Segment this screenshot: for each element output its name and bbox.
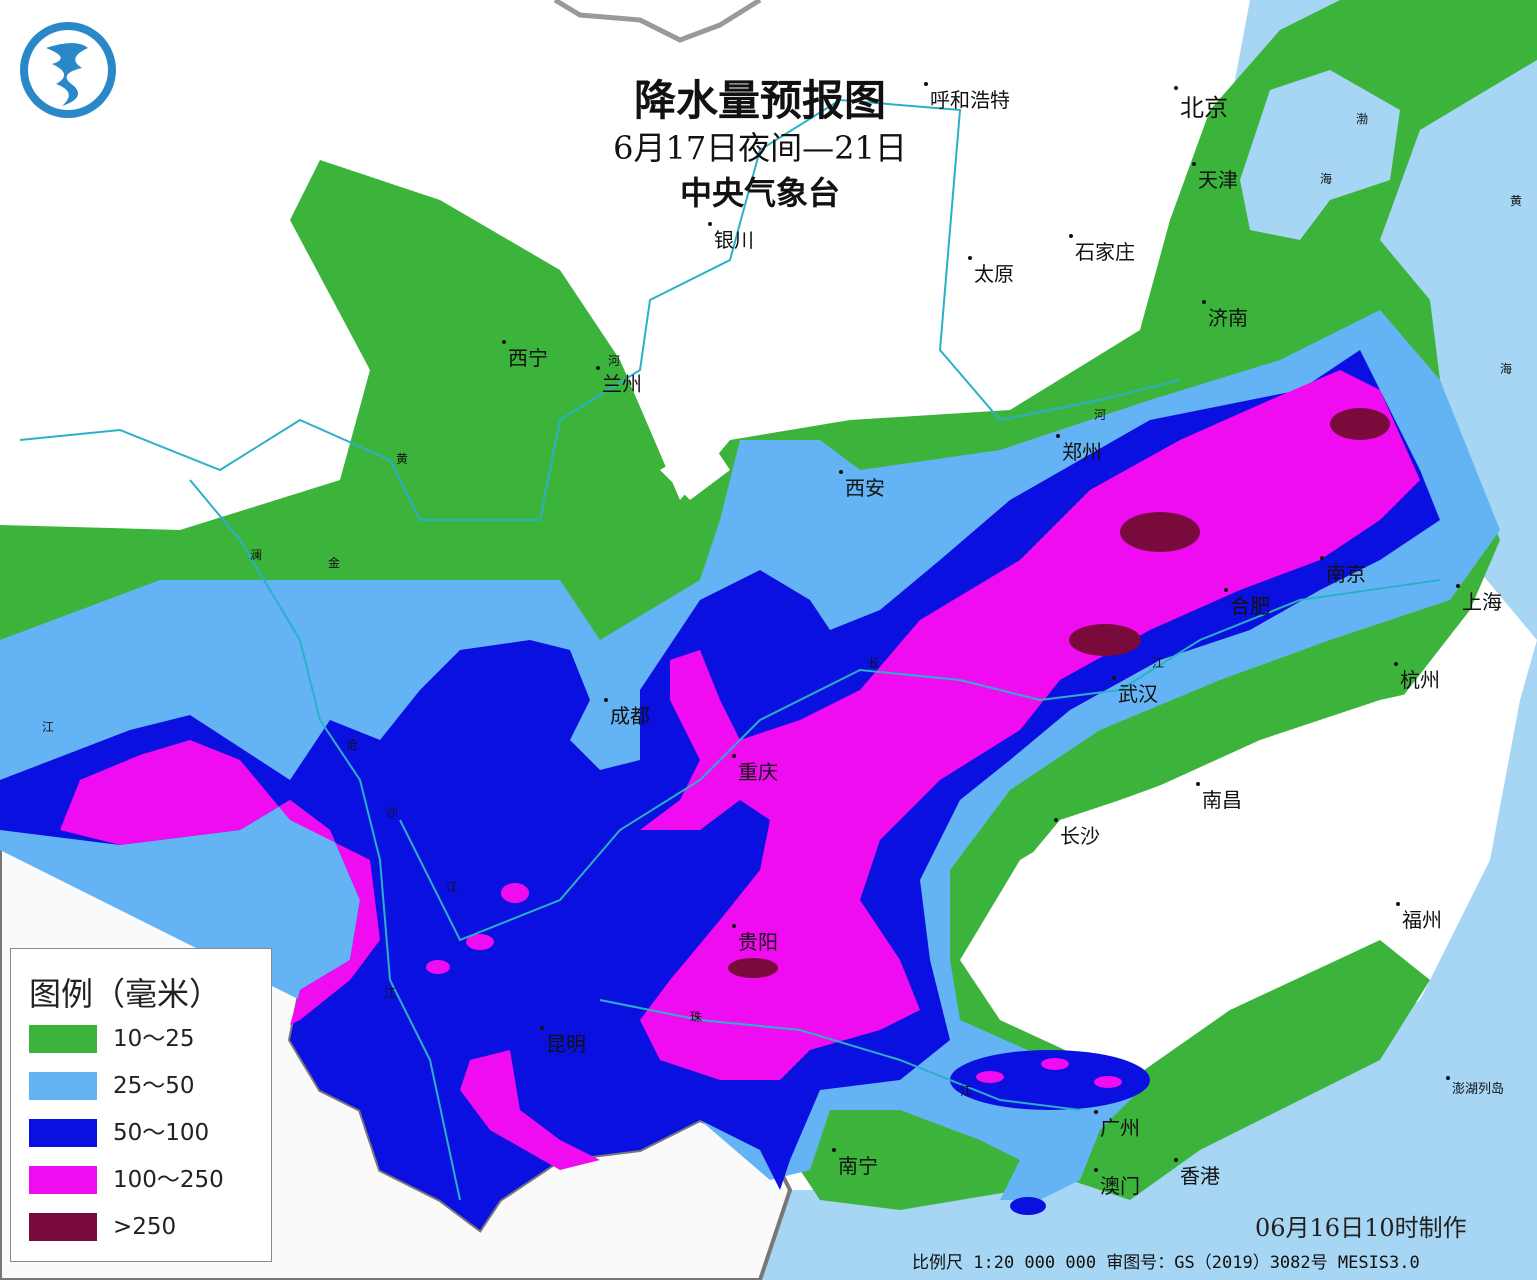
bohai <box>1240 70 1400 240</box>
zone-gt250 <box>1069 624 1141 656</box>
city-label: 北京 <box>1174 86 1228 123</box>
city-label: 武汉 <box>1112 676 1158 707</box>
zone-gt250 <box>728 958 778 978</box>
river-label: 沧 <box>346 738 359 752</box>
river-label: 河 <box>1094 408 1107 422</box>
sea-label: 海 <box>1320 172 1333 186</box>
legend-label: >250 <box>113 1214 177 1240</box>
river-label: 沙 <box>386 806 399 820</box>
rivers <box>19 98 1441 1201</box>
scale-and-approval: 比例尺 1:20 000 000 审图号：GS（2019）3082号 MESIS… <box>912 1253 1420 1273</box>
legend-label: 100～250 <box>113 1167 224 1193</box>
zone-100-250-spot <box>1041 1058 1069 1070</box>
zone-100-250 <box>60 370 1420 1170</box>
zone-100-250-spot <box>426 960 450 974</box>
legend-label: 25～50 <box>113 1073 195 1099</box>
river-label: 江 <box>384 986 397 1000</box>
city-label: 南昌 <box>1196 782 1242 813</box>
legend: 图例（毫米） 10～25 25～50 50～100 100～250 >250 <box>10 948 272 1262</box>
river-label: 澜 <box>250 548 263 562</box>
forecast-period: 6月17日夜间—21日 <box>613 129 907 167</box>
legend-label: 10～25 <box>113 1026 195 1052</box>
city-label: 澎湖列岛 <box>1445 1076 1504 1097</box>
city-label: 郑州 <box>1056 434 1102 465</box>
city-label: 合肥 <box>1224 588 1270 619</box>
river-label: 江 <box>42 720 55 734</box>
zone-100-250-spot <box>976 1071 1004 1083</box>
issuer: 中央气象台 <box>679 174 840 212</box>
city-label: 成都 <box>604 698 650 729</box>
river-label: 江 <box>446 880 459 894</box>
river-label: 黄 <box>396 452 409 466</box>
map-title-block: 降水量预报图 6月17日夜间—21日 中央气象台 <box>560 76 960 216</box>
city-label: 南宁 <box>832 1148 878 1179</box>
zone-50-100-coast <box>1010 1197 1046 1215</box>
city-label: 杭州 <box>1394 662 1440 693</box>
sea-label: 渤 <box>1356 112 1369 126</box>
river-label: 江 <box>960 1084 973 1098</box>
legend-item: 100～250 <box>29 1166 269 1196</box>
city-label: 西宁 <box>502 340 548 371</box>
legend-swatch <box>29 1213 97 1241</box>
legend-title: 图例（毫米） <box>29 975 222 1013</box>
city-label: 太原 <box>968 256 1014 287</box>
river-label: 河 <box>608 354 621 368</box>
legend-item: >250 <box>29 1213 269 1243</box>
no-rain-southeast <box>1010 680 1510 990</box>
city-label: 兰州 <box>596 366 642 397</box>
sea <box>760 0 1537 1280</box>
city-label: 济南 <box>1202 300 1248 331</box>
city-label: 广州 <box>1094 1110 1140 1141</box>
city-label: 福州 <box>1396 902 1442 933</box>
zone-100-250-spot <box>466 934 494 950</box>
city-label: 上海 <box>1456 584 1502 615</box>
mongolia-border <box>553 0 762 43</box>
zone-100-250-spot <box>1094 1076 1122 1088</box>
city-label: 银川 <box>708 222 754 253</box>
river-label: 长 <box>868 656 881 670</box>
city-label: 石家庄 <box>1069 234 1135 265</box>
city-label: 呼和浩特 <box>924 82 1010 113</box>
sea-label: 海 <box>1500 362 1513 376</box>
legend-swatch <box>29 1072 97 1100</box>
legend-swatch <box>29 1166 97 1194</box>
city-label: 天津 <box>1192 162 1238 193</box>
legend-item: 10～25 <box>29 1025 269 1055</box>
city-label: 香港 <box>1174 1158 1220 1189</box>
cma-logo <box>20 22 116 118</box>
zone-100-250-spot <box>501 883 529 903</box>
map-title: 降水量预报图 <box>633 76 886 125</box>
no-rain-sichuan-north <box>660 440 730 500</box>
city-label: 西安 <box>839 470 885 501</box>
city-label: 昆明 <box>540 1026 586 1057</box>
city-label: 贵阳 <box>732 924 778 955</box>
legend-label: 50～100 <box>113 1120 210 1146</box>
zone-gt250 <box>1120 512 1200 552</box>
legend-item: 25～50 <box>29 1072 269 1102</box>
city-label: 澳门 <box>1094 1168 1140 1199</box>
zone-gt250 <box>1330 408 1390 440</box>
sea-label: 黄 <box>1510 194 1523 208</box>
legend-swatch <box>29 1119 97 1147</box>
zone-50-100-guangdong <box>950 1050 1150 1110</box>
city-label: 重庆 <box>732 754 778 785</box>
legend-swatch <box>29 1025 97 1053</box>
issued-time: 06月16日10时制作 <box>1255 1214 1467 1242</box>
river-label: 金 <box>328 556 341 570</box>
river-label: 江 <box>1152 656 1165 670</box>
city-label: 长沙 <box>1054 818 1100 849</box>
city-label: 南京 <box>1320 556 1366 587</box>
river-label: 珠 <box>690 1010 703 1024</box>
legend-item: 50～100 <box>29 1119 269 1149</box>
